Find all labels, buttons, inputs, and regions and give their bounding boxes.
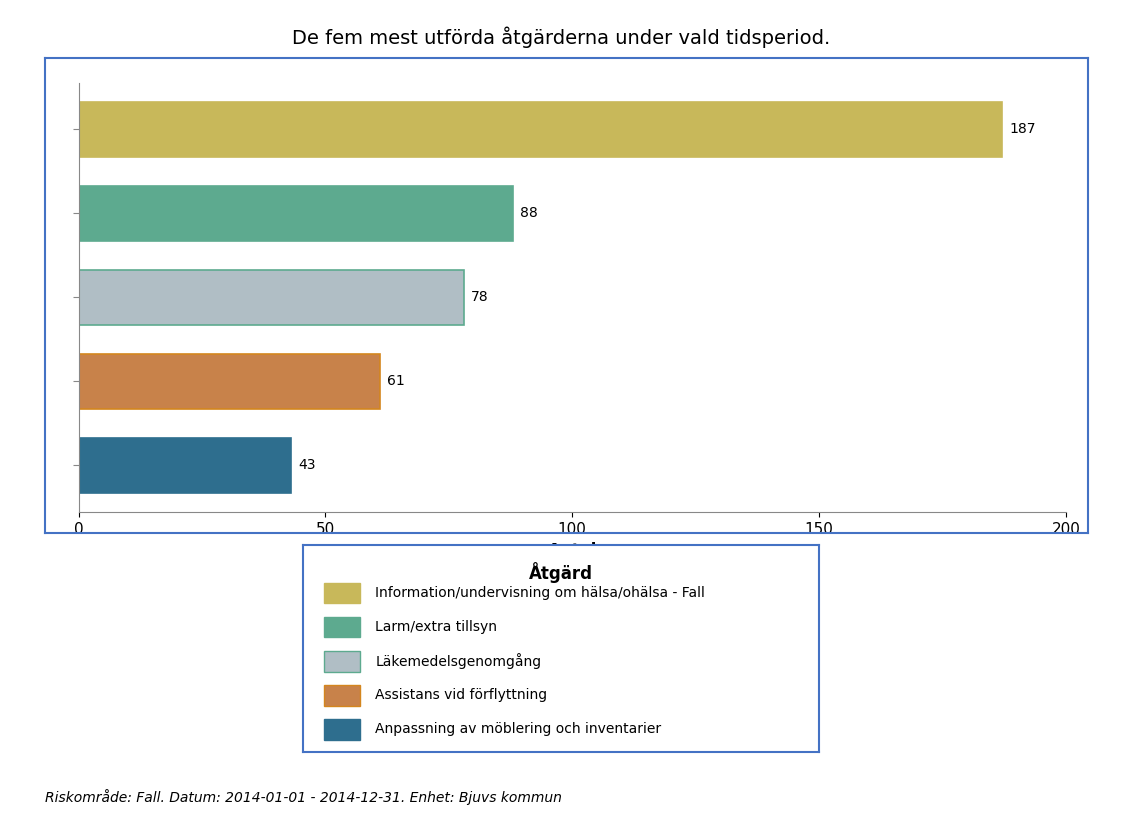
Text: 43: 43 [298, 458, 315, 472]
Bar [79, 354, 379, 409]
FancyBboxPatch shape [323, 685, 360, 705]
Text: Larm/extra tillsyn: Larm/extra tillsyn [375, 620, 497, 634]
Bar [79, 186, 513, 240]
Text: Åtgärd: Åtgärd [528, 562, 594, 582]
Text: 61: 61 [387, 374, 405, 388]
Text: Läkemedelsgenomgång: Läkemedelsgenomgång [375, 653, 541, 669]
Bar [79, 270, 463, 325]
Text: De fem mest utförda åtgärderna under vald tidsperiod.: De fem mest utförda åtgärderna under val… [292, 26, 830, 48]
Bar [79, 438, 291, 492]
Text: Assistans vid förflyttning: Assistans vid förflyttning [375, 688, 548, 702]
Text: Information/undervisning om hälsa/ohälsa - Fall: Information/undervisning om hälsa/ohälsa… [375, 586, 705, 600]
Bar [79, 102, 1002, 157]
FancyBboxPatch shape [323, 719, 360, 740]
X-axis label: Antal: Antal [548, 543, 597, 560]
Text: 88: 88 [521, 206, 539, 221]
Text: Anpassning av möblering och inventarier: Anpassning av möblering och inventarier [375, 722, 661, 736]
Text: 78: 78 [471, 291, 489, 304]
FancyBboxPatch shape [323, 651, 360, 672]
Text: Riskområde: Fall. Datum: 2014-01-01 - 2014-12-31. Enhet: Bjuvs kommun: Riskområde: Fall. Datum: 2014-01-01 - 20… [45, 790, 562, 805]
Text: 187: 187 [1009, 122, 1036, 136]
FancyBboxPatch shape [323, 617, 360, 638]
FancyBboxPatch shape [323, 583, 360, 603]
